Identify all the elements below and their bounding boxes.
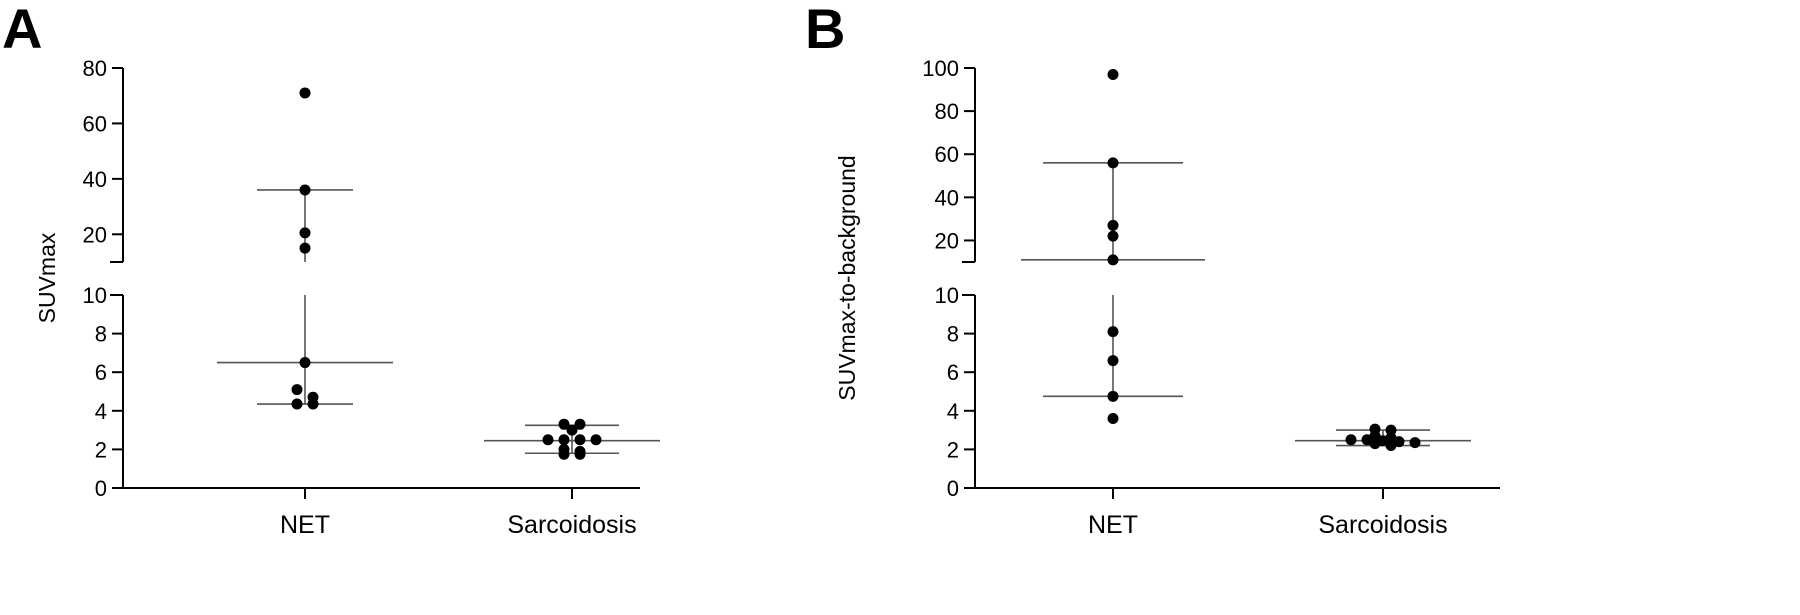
- y-tick-label: 8: [947, 322, 959, 347]
- y-tick-label: 2: [947, 437, 959, 462]
- data-point: [574, 448, 586, 460]
- data-point: [590, 434, 602, 446]
- y-tick-label: 40: [83, 167, 107, 192]
- y-axis-title: SUVmax: [34, 232, 60, 323]
- data-point: [1107, 355, 1119, 367]
- y-tick-label: 4: [947, 399, 959, 424]
- data-point: [1107, 254, 1119, 266]
- data-point: [307, 398, 319, 410]
- y-tick-label: 2: [95, 437, 107, 462]
- data-point: [1107, 390, 1119, 402]
- y-tick-label: 4: [95, 399, 107, 424]
- y-tick-label: 0: [947, 476, 959, 501]
- data-point: [1107, 68, 1119, 80]
- data-point: [299, 242, 311, 254]
- y-tick-label: 8: [95, 322, 107, 347]
- y-tick-label: 100: [922, 56, 959, 81]
- data-point: [291, 398, 303, 410]
- data-point: [574, 434, 586, 446]
- x-category-label: Sarcoidosis: [1318, 511, 1447, 539]
- panel-b: B SUVmax-to-background 0 2 4 6 8 10 20 40 60 80 100 N…: [805, 0, 1500, 539]
- y-tick-label: 20: [83, 222, 107, 247]
- data-point: [558, 448, 570, 460]
- y-tick-label: 6: [95, 360, 107, 385]
- y-tick-label: 80: [83, 56, 107, 81]
- panel-a: A SUVmax 0 2 4 6 8 10 20 40 60 80 NET Sarcoidosis: [2, 0, 660, 539]
- data-point: [299, 184, 311, 196]
- data-point: [291, 384, 303, 396]
- y-tick-label: 60: [83, 111, 107, 136]
- data-point: [1385, 440, 1397, 452]
- x-category-label: NET: [1088, 511, 1138, 539]
- y-tick-label: 10: [83, 283, 107, 308]
- data-point: [299, 87, 311, 99]
- panel-letter: B: [805, 0, 845, 60]
- data-point: [1107, 230, 1119, 242]
- data-point: [558, 434, 570, 446]
- data-point: [1107, 219, 1119, 231]
- data-point: [1345, 434, 1357, 446]
- data-point: [1369, 438, 1381, 450]
- data-point: [558, 418, 570, 430]
- panel-letter: A: [2, 0, 42, 60]
- data-point: [574, 418, 586, 430]
- data-point: [1107, 326, 1119, 338]
- data-point: [299, 227, 311, 239]
- data-point: [542, 434, 554, 446]
- y-tick-label: 60: [935, 142, 959, 167]
- y-tick-label: 10: [935, 283, 959, 308]
- y-tick-label: 6: [947, 360, 959, 385]
- data-point: [1409, 437, 1421, 449]
- y-tick-label: 0: [95, 476, 107, 501]
- x-category-label: Sarcoidosis: [507, 511, 636, 539]
- y-axis-title: SUVmax-to-background: [834, 155, 860, 400]
- data-point: [1107, 413, 1119, 425]
- data-point: [299, 357, 311, 369]
- data-point: [566, 424, 578, 436]
- x-category-label: NET: [280, 511, 330, 539]
- data-point: [1107, 157, 1119, 169]
- data-point: [1385, 424, 1397, 436]
- y-tick-label: 20: [935, 228, 959, 253]
- y-tick-label: 40: [935, 185, 959, 210]
- y-tick-label: 80: [935, 99, 959, 124]
